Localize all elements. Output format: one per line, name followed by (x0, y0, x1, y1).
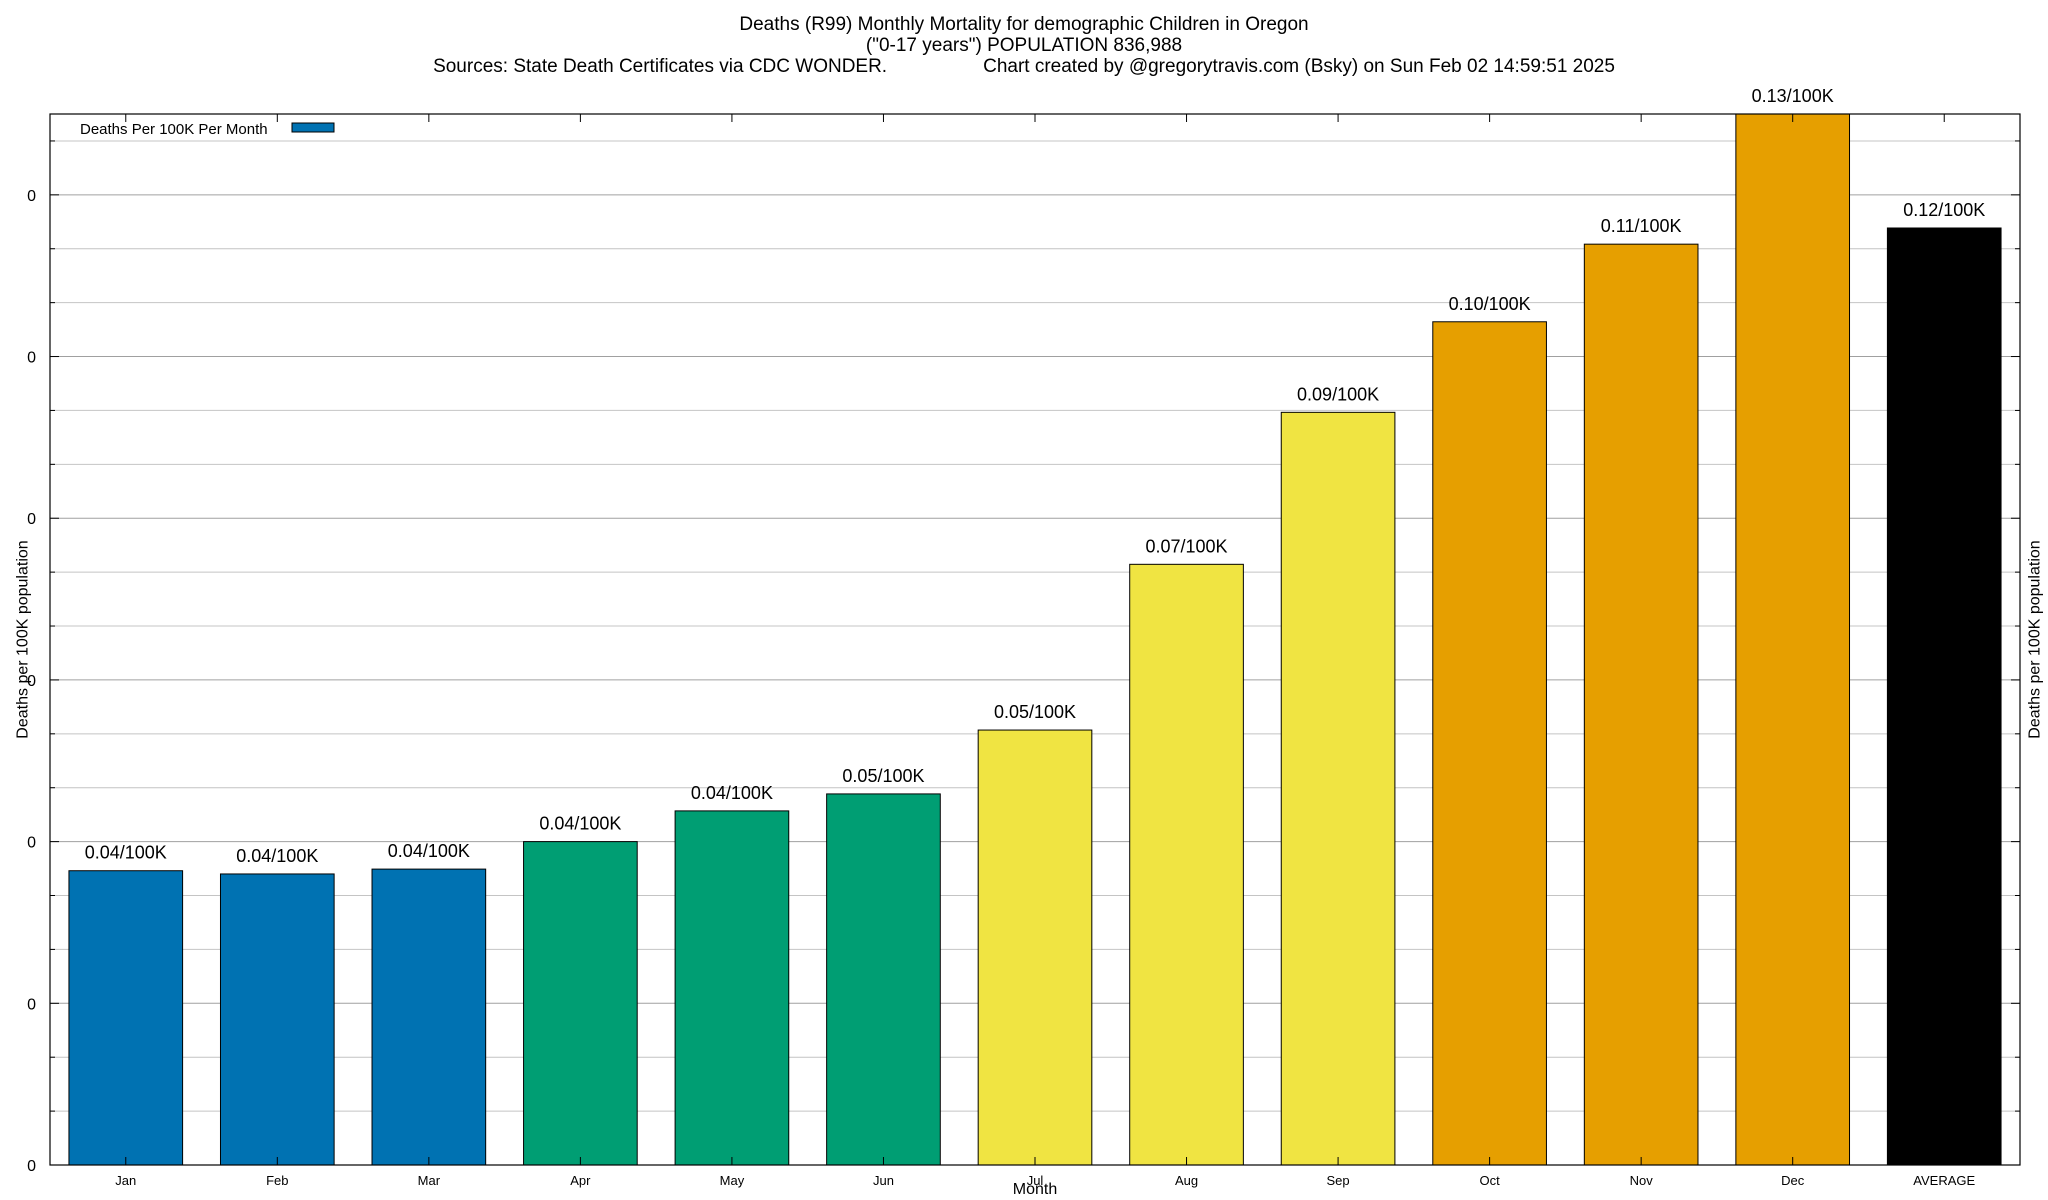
x-axis-title: Month (1013, 1181, 1057, 1198)
data-label: 0.04/100K (691, 783, 773, 803)
credit-text: Chart created by @gregorytravis.com (Bsk… (983, 56, 1615, 77)
labels: 0 0 0 0 0 0 0 Jan 0.04/100K Feb 0.04/100K Mar 0.04/1… (27, 86, 1985, 1188)
data-label: 0.12/100K (1903, 200, 1985, 220)
y-axis-title: Deaths per 100K population (15, 540, 32, 738)
x-tick-label: Jul (1027, 1173, 1044, 1188)
data-label: 0.04/100K (85, 843, 167, 863)
chart-header: Deaths (R99) Monthly Mortality for demog… (0, 14, 2048, 77)
bar-apr (523, 841, 638, 1166)
x-tick-label: Sep (1327, 1173, 1350, 1188)
bar-jan (68, 870, 184, 1166)
bar-dec (1735, 113, 1851, 1166)
data-label: 0.05/100K (994, 702, 1076, 722)
bar-feb (219, 873, 335, 1166)
y-tick-label: 0 (27, 1158, 36, 1175)
data-label: 0.04/100K (539, 814, 621, 834)
chart-source-line: Sources: State Death Certificates via CD… (0, 56, 2048, 77)
x-tick-label: Dec (1781, 1173, 1805, 1188)
bar-mar (371, 868, 487, 1166)
chart-title: Deaths (R99) Monthly Mortality for demog… (739, 14, 1309, 35)
x-tick-label: Apr (570, 1173, 591, 1188)
y2-axis-title: Deaths per 100K population (2027, 540, 2044, 738)
legend-swatch (291, 122, 335, 133)
bar-oct (1432, 321, 1547, 1166)
data-label: 0.05/100K (842, 766, 924, 786)
data-label: 0.13/100K (1752, 86, 1834, 106)
data-label: 0.10/100K (1449, 294, 1531, 314)
bar-may (674, 810, 790, 1166)
bar-sep (1280, 411, 1396, 1166)
x-tick-label: Mar (418, 1173, 441, 1188)
bar-aug (1129, 563, 1244, 1166)
x-tick-label: May (720, 1173, 745, 1188)
bar-jun (826, 793, 941, 1166)
x-tick-label: AVERAGE (1913, 1173, 1975, 1188)
bar-average (1886, 227, 2002, 1166)
bars (68, 113, 2002, 1166)
y-tick-label: 0 (27, 511, 36, 528)
x-tick-label: Aug (1175, 1173, 1198, 1188)
sources-text: Sources: State Death Certificates via CD… (433, 56, 888, 77)
data-label: 0.04/100K (236, 846, 318, 866)
y-tick-label: 0 (27, 673, 36, 690)
data-label: 0.11/100K (1601, 216, 1682, 236)
data-label: 0.04/100K (388, 841, 470, 861)
x-tick-label: Jan (115, 1173, 136, 1188)
axis-ticks (50, 114, 2020, 1165)
legend-label: Deaths Per 100K Per Month (80, 121, 268, 138)
x-tick-label: Feb (266, 1173, 288, 1188)
y-tick-label: 0 (27, 188, 36, 205)
x-tick-label: Oct (1479, 1173, 1500, 1188)
y-tick-label: 0 (27, 835, 36, 852)
chart-subtitle: ("0-17 years") POPULATION 836,988 (865, 35, 1183, 56)
bar-jul (977, 729, 1093, 1166)
legend: Deaths Per 100K Per Month (80, 121, 335, 138)
data-label: 0.07/100K (1145, 536, 1227, 556)
bar-nov (1583, 243, 1699, 1166)
y-tick-label: 0 (27, 996, 36, 1013)
x-tick-label: Jun (873, 1173, 894, 1188)
x-tick-label: Nov (1630, 1173, 1654, 1188)
data-label: 0.09/100K (1297, 384, 1379, 404)
y-tick-label: 0 (27, 350, 36, 367)
